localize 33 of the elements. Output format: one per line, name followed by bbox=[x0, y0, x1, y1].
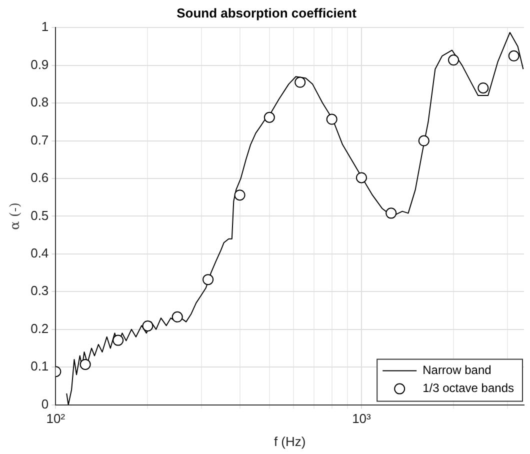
x-tick-label: 10³ bbox=[352, 411, 372, 426]
point bbox=[112, 334, 124, 346]
point bbox=[234, 190, 246, 201]
point bbox=[202, 274, 214, 286]
y-tick-label: 1 bbox=[41, 19, 49, 34]
legend-label: Narrow band bbox=[422, 363, 492, 378]
legend-label: 1/3 octave bands bbox=[422, 381, 514, 396]
point bbox=[294, 76, 306, 88]
point bbox=[80, 358, 91, 370]
point bbox=[508, 50, 520, 62]
point bbox=[448, 54, 460, 66]
point bbox=[326, 114, 338, 125]
point bbox=[356, 172, 367, 184]
chart-title: Sound absorption coefficient bbox=[176, 5, 358, 20]
point bbox=[142, 320, 154, 332]
y-tick-label: 0.3 bbox=[30, 283, 49, 298]
y-tick-label: 0.1 bbox=[30, 358, 49, 374]
point bbox=[418, 135, 430, 146]
y-tick-label: 0.9 bbox=[30, 56, 49, 72]
y-tick-label: 0.8 bbox=[30, 94, 49, 110]
point bbox=[264, 112, 275, 123]
y-tick-label: 0.4 bbox=[30, 246, 49, 260]
point bbox=[386, 208, 397, 219]
point bbox=[478, 82, 489, 94]
y-tick-label: 0.6 bbox=[30, 170, 49, 186]
x-axis-title: f (Hz) bbox=[274, 434, 306, 449]
x-tick-label: 10² bbox=[46, 411, 66, 426]
y-tick-label: 0.5 bbox=[30, 208, 49, 223]
y-tick-label: 0.2 bbox=[30, 320, 49, 336]
y-axis-title: α (-) bbox=[8, 202, 24, 230]
y-tick-label: 0.7 bbox=[30, 132, 49, 148]
point bbox=[172, 311, 183, 322]
y-tick-label: 0 bbox=[41, 396, 49, 412]
